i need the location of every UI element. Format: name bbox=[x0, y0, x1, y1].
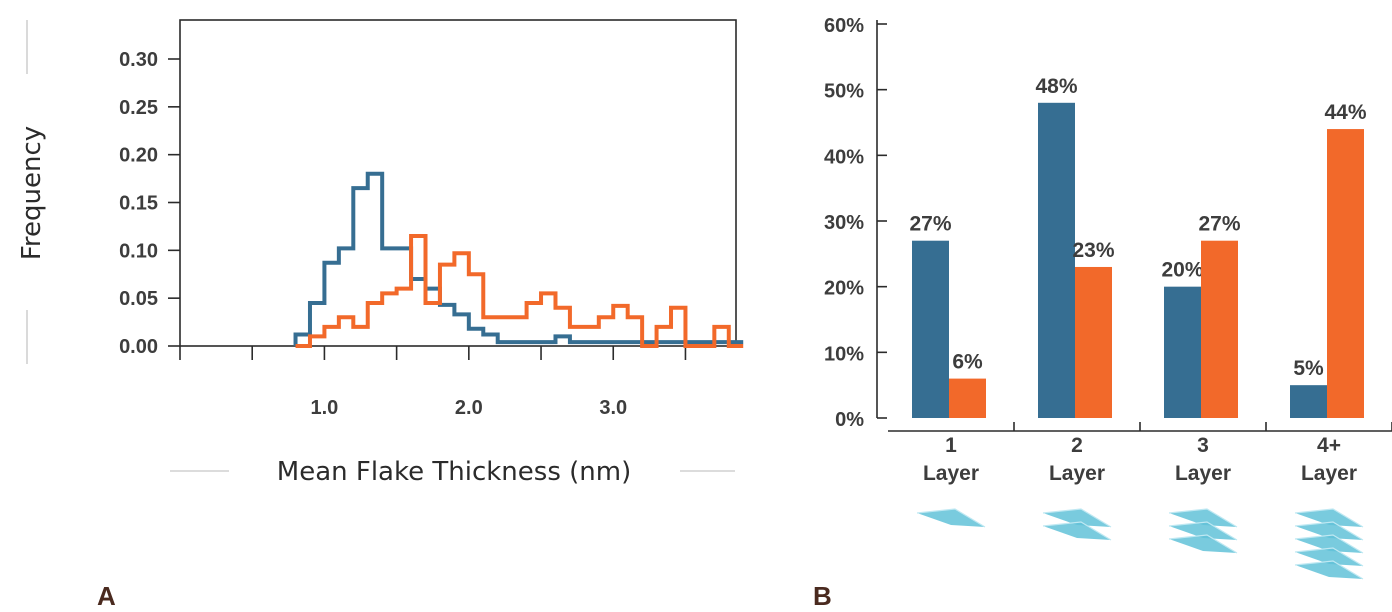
flake-sheet bbox=[1169, 535, 1237, 553]
flake-highlight bbox=[1168, 534, 1238, 554]
bar-value-label: 6% bbox=[952, 351, 983, 374]
flake-sheet bbox=[1043, 522, 1111, 540]
bar-1 bbox=[1038, 102, 1075, 419]
y-tick-label-a: 0.10 bbox=[119, 240, 158, 262]
bar-2 bbox=[949, 378, 986, 418]
flake-highlight bbox=[1294, 534, 1364, 554]
flake-icon bbox=[1168, 508, 1238, 528]
x-axis-label-main: Mean Flake Thickness bbox=[277, 457, 561, 487]
plot-b-content: 0% 10% 20% 30% 40% 50% 60% 27% 6% 1 Layer 48% 23% 2 La… bbox=[824, 15, 1392, 580]
flake-highlight bbox=[1168, 521, 1238, 541]
x-tick-label-a: 3.0 bbox=[599, 397, 627, 419]
flake-icon bbox=[1168, 534, 1238, 554]
flake-highlight bbox=[1042, 521, 1112, 541]
category-label-line: Layer bbox=[1049, 462, 1105, 485]
y-tick-label-a: 0.15 bbox=[119, 193, 158, 215]
flake-highlight bbox=[1294, 508, 1364, 528]
y-tick-label-a: 0.00 bbox=[119, 336, 158, 358]
flake-icon bbox=[1294, 560, 1364, 580]
category-label: 1 Layer bbox=[923, 434, 979, 485]
y-tick-label-a: 0.20 bbox=[119, 145, 158, 167]
category-label: 4+ Layer bbox=[1301, 434, 1357, 485]
histogram-series-1 bbox=[293, 171, 744, 346]
x-axis-label-a: Mean Flake Thickness (nm) bbox=[277, 457, 631, 487]
category-label-line: Layer bbox=[1301, 462, 1357, 485]
flake-sheet bbox=[1295, 561, 1363, 579]
category-label-line: Layer bbox=[1175, 462, 1231, 485]
panel-label-b: B bbox=[813, 581, 832, 611]
bar-value-label: 5% bbox=[1293, 357, 1324, 380]
flake-icon bbox=[1294, 547, 1364, 567]
flake-sheet bbox=[1295, 548, 1363, 566]
flake-sheet bbox=[1295, 509, 1363, 527]
category-label-line: 2 bbox=[1071, 434, 1083, 457]
category-label-line: Layer bbox=[923, 462, 979, 485]
histogram-series-2 bbox=[295, 233, 744, 348]
y-tick-label-b: 10% bbox=[824, 343, 864, 365]
flake-highlight bbox=[1294, 560, 1364, 580]
bar-1 bbox=[1290, 385, 1327, 418]
flake-sheet bbox=[917, 509, 985, 527]
y-tick-label-a: 0.05 bbox=[119, 288, 158, 310]
category-label-line: 4+ bbox=[1317, 434, 1341, 457]
bar-value-label: 27% bbox=[1198, 213, 1240, 236]
plot-a-content: 0.00 0.05 0.10 0.15 0.20 0.25 0.30 1.0 2.0 3.0 bbox=[119, 49, 744, 419]
panel-label-a: A bbox=[97, 581, 116, 611]
flake-sheet bbox=[1169, 522, 1237, 540]
y-tick-label-b: 20% bbox=[824, 278, 864, 300]
bar-value-label: 48% bbox=[1035, 75, 1077, 98]
flake-sheet bbox=[1295, 535, 1363, 553]
y-tick-label-a: 0.25 bbox=[119, 97, 158, 119]
panel-a: Frequency Mean Flake Thickness (nm) A 0.… bbox=[17, 19, 744, 611]
bar-value-label: 44% bbox=[1324, 101, 1366, 124]
y-axis-label-a: Frequency bbox=[17, 126, 47, 260]
flake-icon bbox=[1294, 521, 1364, 541]
flake-sheet bbox=[1043, 509, 1111, 527]
bar-value-label: 27% bbox=[909, 213, 951, 236]
bar-2 bbox=[1201, 240, 1238, 418]
flake-highlight bbox=[1294, 547, 1364, 567]
category-label: 3 Layer bbox=[1175, 434, 1231, 485]
x-tick-label-a: 2.0 bbox=[455, 397, 483, 419]
flake-highlight bbox=[1168, 508, 1238, 528]
bar-2 bbox=[1327, 129, 1364, 419]
flake-sheet bbox=[1295, 522, 1363, 540]
flake-icon bbox=[916, 508, 986, 528]
bar-value-label: 20% bbox=[1161, 259, 1203, 282]
y-tick-label-b: 0% bbox=[835, 409, 864, 431]
flake-highlight bbox=[1042, 508, 1112, 528]
flake-icon bbox=[1294, 508, 1364, 528]
x-tick-label-a: 1.0 bbox=[311, 397, 339, 419]
bar-2 bbox=[1075, 266, 1112, 418]
flake-icon bbox=[1042, 521, 1112, 541]
category-label-line: 3 bbox=[1197, 434, 1209, 457]
y-tick-label-b: 60% bbox=[824, 15, 864, 37]
bar-1 bbox=[912, 240, 949, 418]
flake-highlight bbox=[1294, 521, 1364, 541]
category-label: 2 Layer bbox=[1049, 434, 1105, 485]
flake-icon bbox=[1294, 534, 1364, 554]
bar-value-label: 23% bbox=[1072, 239, 1114, 262]
plot-a-frame bbox=[179, 19, 737, 347]
flake-highlight bbox=[916, 508, 986, 528]
x-axis-label-unit: (nm) bbox=[569, 457, 631, 487]
category-label-line: 1 bbox=[945, 434, 957, 457]
y-tick-label-b: 50% bbox=[824, 81, 864, 103]
panel-b: B 0% 10% 20% 30% 40% 50% 60% 27% 6% 1 Layer 48% 23% 2… bbox=[813, 15, 1392, 611]
flake-icon bbox=[1042, 508, 1112, 528]
y-tick-label-b: 40% bbox=[824, 146, 864, 168]
bar-1 bbox=[1164, 286, 1201, 418]
y-tick-label-b: 30% bbox=[824, 212, 864, 234]
y-tick-label-a: 0.30 bbox=[119, 49, 158, 71]
flake-sheet bbox=[1169, 509, 1237, 527]
flake-icon bbox=[1168, 521, 1238, 541]
